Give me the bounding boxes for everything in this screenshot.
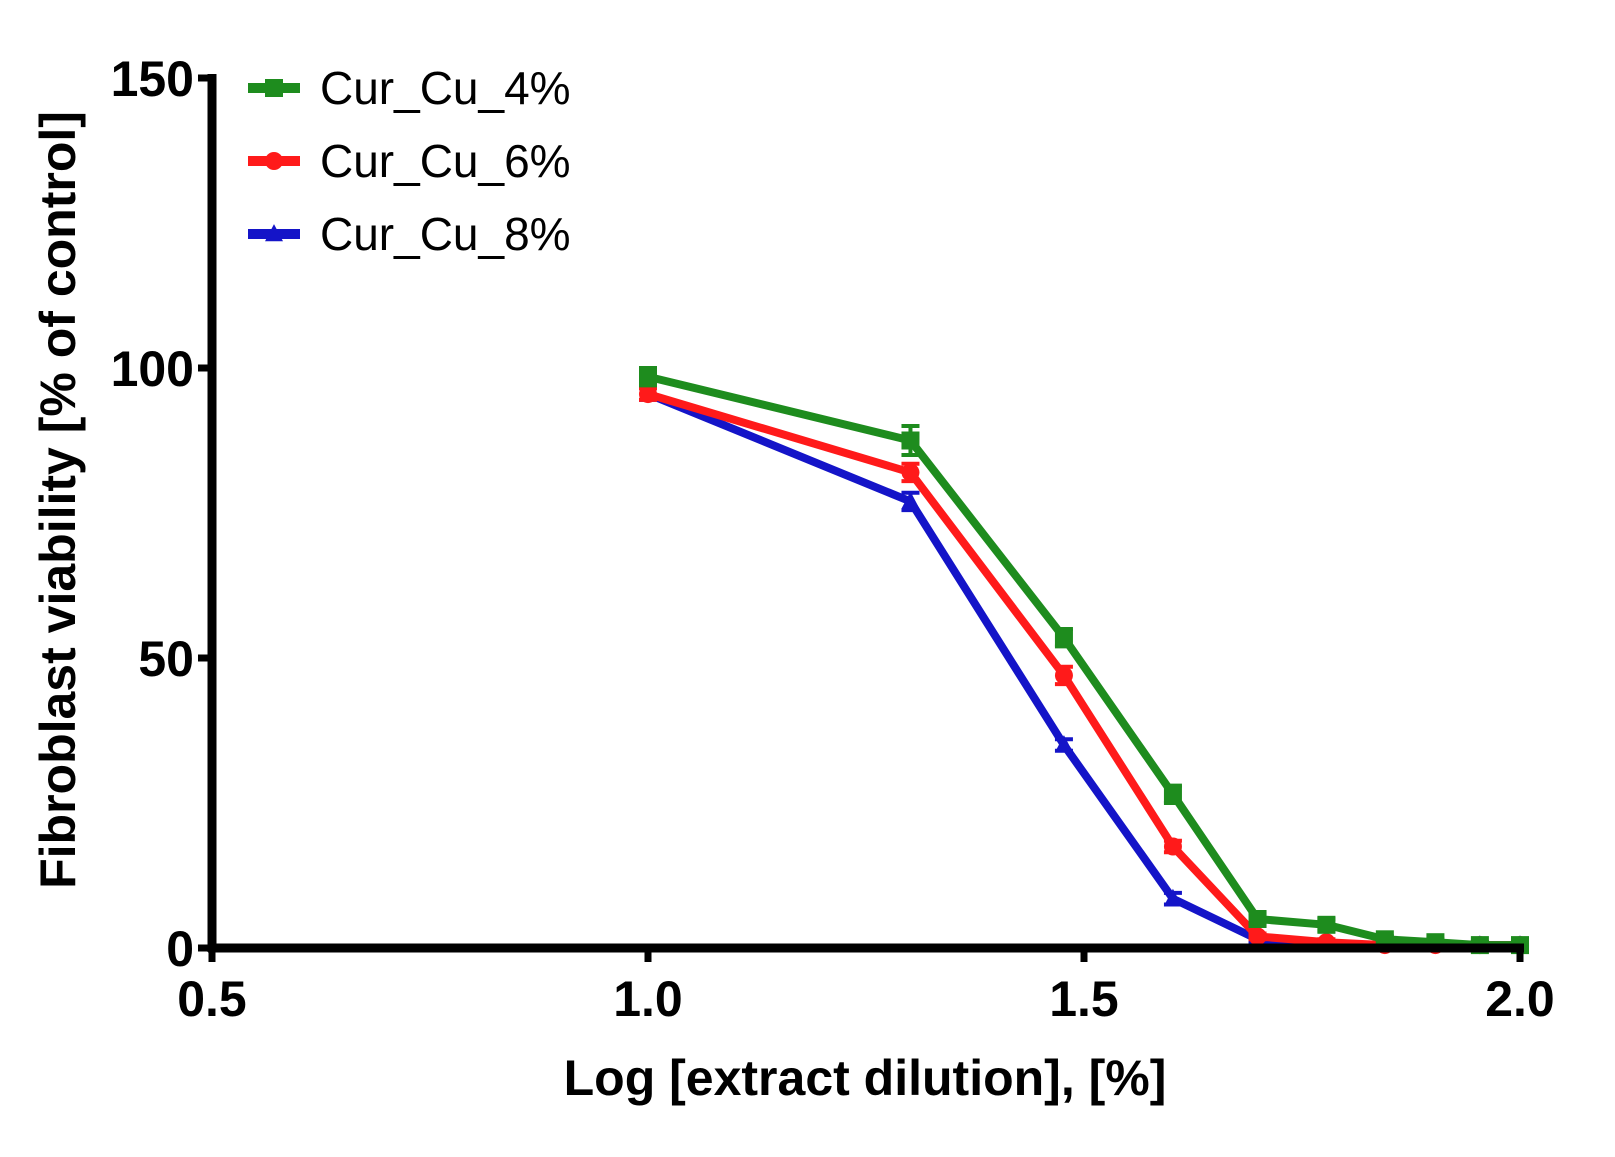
data-point xyxy=(1163,837,1182,856)
legend-item-cur-cu-4: Cur_Cu_4% xyxy=(248,62,571,114)
data-point xyxy=(901,431,920,450)
data-point xyxy=(639,367,657,386)
legend-item-cur-cu-8: Cur_Cu_8% xyxy=(248,208,571,260)
series-cur-cu-4 xyxy=(639,366,1529,955)
data-point xyxy=(1317,915,1336,934)
x-tick-label: 1.5 xyxy=(1049,971,1119,1027)
data-point xyxy=(1248,927,1267,946)
data-point xyxy=(1248,910,1267,928)
data-point xyxy=(1054,735,1073,753)
data-point xyxy=(639,385,657,404)
data-point xyxy=(1054,628,1073,647)
y-tick-label: 100 xyxy=(111,341,194,397)
data-point xyxy=(901,463,920,482)
data-point xyxy=(1163,785,1182,804)
legend-item-cur-cu-6: Cur_Cu_6% xyxy=(248,135,571,187)
legend-label: Cur_Cu_6% xyxy=(320,135,571,187)
legend-swatch-marker xyxy=(265,152,283,170)
y-tick-label: 50 xyxy=(138,631,194,687)
legend-label: Cur_Cu_8% xyxy=(320,208,571,260)
x-tick-label: 0.5 xyxy=(177,971,247,1027)
data-point xyxy=(1163,888,1182,906)
y-axis-ticks: 0 50 100 150 xyxy=(111,51,212,977)
x-axis-title: Log [extract dilution], [%] xyxy=(564,1050,1167,1106)
x-tick-label: 1.0 xyxy=(613,971,683,1027)
legend: Cur_Cu_4% Cur_Cu_6% Cur_Cu_8% xyxy=(248,62,571,260)
legend-swatch-marker xyxy=(265,224,283,242)
x-tick-label: 2.0 xyxy=(1485,971,1555,1027)
legend-swatch-marker xyxy=(265,79,283,97)
series-line-cur-cu-4 xyxy=(647,372,1520,950)
legend-label: Cur_Cu_4% xyxy=(320,62,571,114)
data-point xyxy=(1054,666,1073,685)
series-layer xyxy=(639,366,1529,955)
y-tick-label: 0 xyxy=(166,921,194,977)
data-point xyxy=(901,491,920,509)
y-tick-label: 150 xyxy=(111,51,194,107)
y-axis-title: Fibroblast viability [% of control] xyxy=(30,111,86,889)
x-axis-ticks: 0.5 1.0 1.5 2.0 xyxy=(177,948,1555,1027)
